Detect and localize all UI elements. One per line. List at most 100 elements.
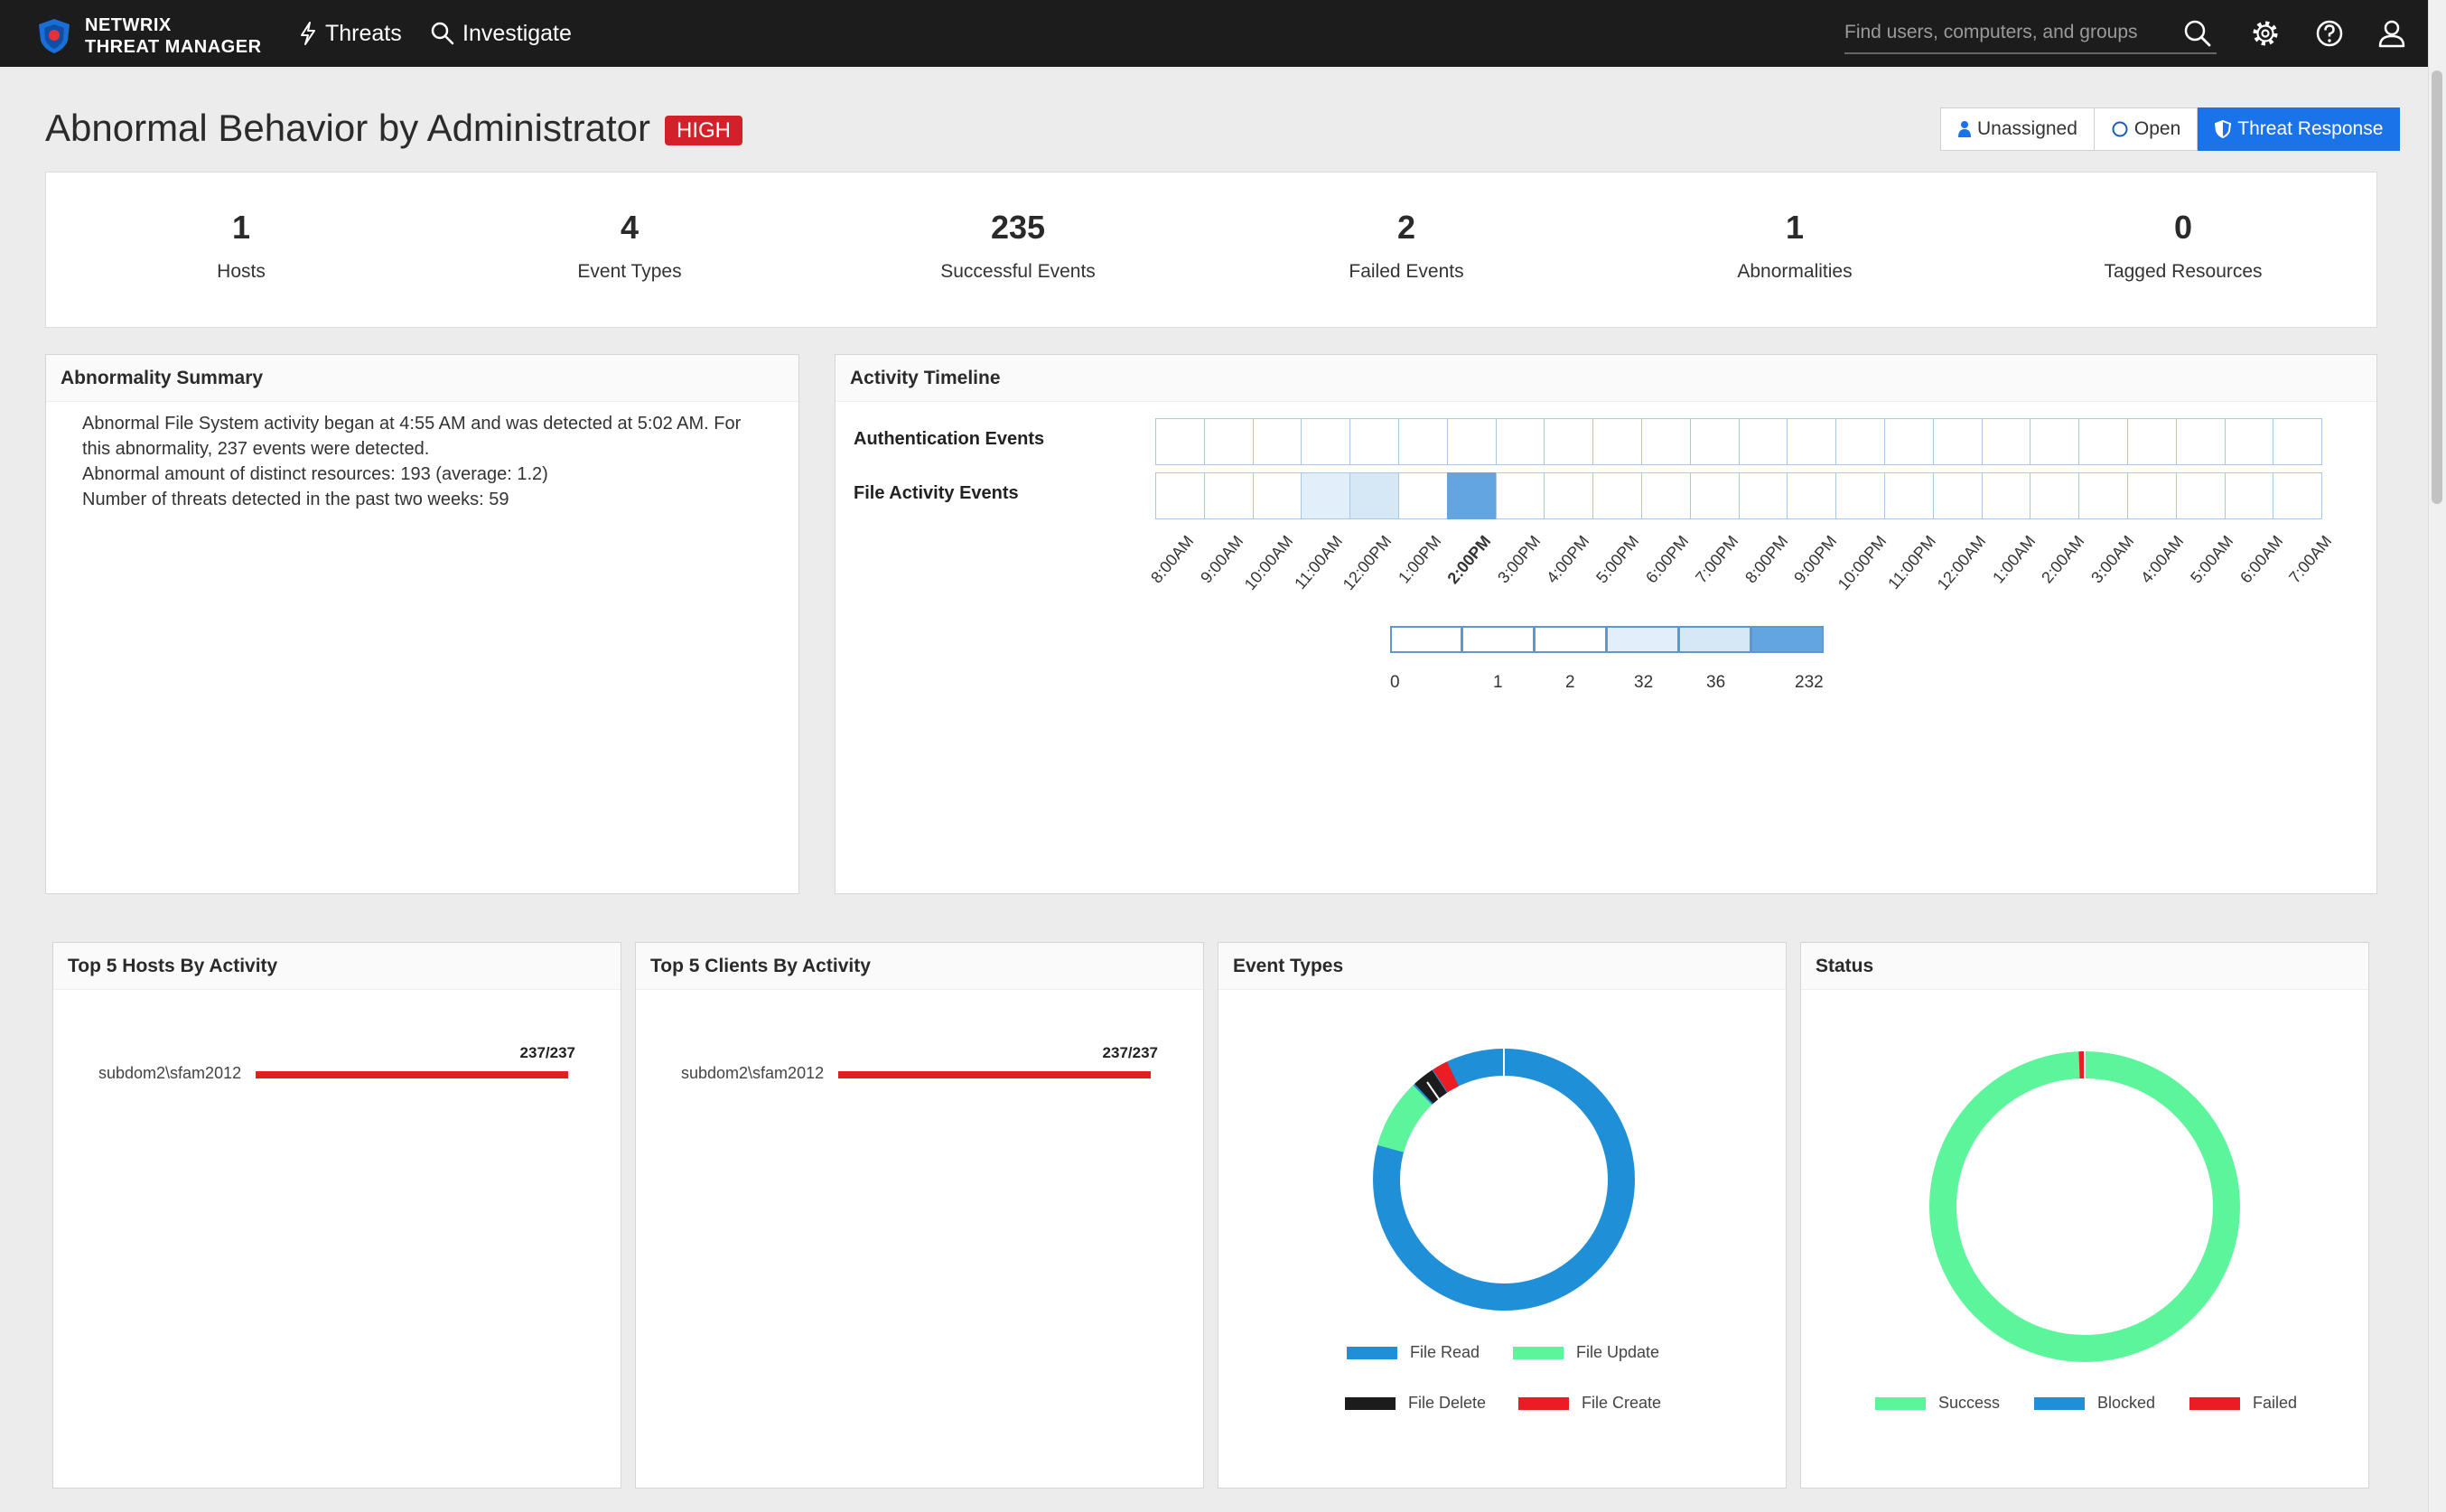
hour-tick-label: 4:00AM (2137, 532, 2188, 587)
event-types-donut-chart[interactable] (1368, 1044, 1639, 1315)
timeline-cell[interactable] (1738, 418, 1788, 465)
top-hosts-panel: Top 5 Hosts By Activity 237/237 subdom2\… (52, 942, 621, 1489)
legend-label: Failed (2253, 1394, 2298, 1412)
heat-legend-label: 1 (1493, 673, 1503, 692)
legend-file-update[interactable]: File Update (1513, 1343, 1659, 1362)
hour-tick-label: 1:00AM (1988, 532, 2039, 587)
timeline-cell[interactable] (1592, 472, 1642, 519)
search-icon (431, 22, 454, 45)
timeline-cell[interactable] (1397, 418, 1448, 465)
timeline-cell[interactable] (1932, 472, 1983, 519)
bolt-icon (301, 22, 315, 45)
status-donut-chart[interactable] (1922, 1044, 2247, 1369)
stat-hosts[interactable]: 1 Hosts (106, 209, 377, 283)
bar-label[interactable]: subdom2\sfam2012 (681, 1064, 825, 1082)
user-profile-icon[interactable] (2376, 18, 2407, 49)
timeline-cell[interactable] (1446, 418, 1497, 465)
timeline-cell[interactable] (1252, 418, 1302, 465)
activity-bar[interactable] (838, 1071, 1151, 1078)
timeline-cell[interactable] (2224, 472, 2274, 519)
legend-failed[interactable]: Failed (2189, 1394, 2297, 1413)
nav-investigate[interactable]: Investigate (430, 16, 572, 51)
success-slice[interactable] (1929, 1051, 2240, 1362)
heat-legend-label: 2 (1565, 673, 1575, 692)
timeline-cell[interactable] (1349, 472, 1399, 519)
timeline-cell[interactable] (2273, 418, 2323, 465)
search-input[interactable] (1844, 14, 2217, 51)
hour-tick-label: 11:00AM (1290, 532, 1346, 593)
nav-threats[interactable]: Threats (298, 16, 402, 51)
timeline-cell[interactable] (1787, 472, 1837, 519)
legend-file-read[interactable]: File Read (1347, 1343, 1480, 1362)
legend-file-delete[interactable]: File Delete (1345, 1394, 1486, 1413)
timeline-cell[interactable] (1640, 472, 1691, 519)
threat-response-button[interactable]: Threat Response (2198, 107, 2401, 151)
timeline-cell[interactable] (1252, 472, 1302, 519)
stat-failed-events[interactable]: 2 Failed Events (1271, 209, 1542, 283)
assign-button[interactable]: Unassigned (1940, 107, 2095, 151)
timeline-cell[interactable] (1155, 472, 1205, 519)
timeline-cell[interactable] (1640, 418, 1691, 465)
timeline-cell[interactable] (2126, 418, 2177, 465)
gear-icon[interactable] (2250, 18, 2281, 49)
timeline-cell[interactable] (2273, 472, 2323, 519)
status-button[interactable]: Open (2094, 107, 2199, 151)
legend-blocked[interactable]: Blocked (2034, 1394, 2155, 1413)
timeline-cell[interactable] (1544, 418, 1594, 465)
timeline-cell[interactable] (1835, 472, 1885, 519)
legend-file-create[interactable]: File Create (1518, 1394, 1661, 1413)
timeline-cell[interactable] (1981, 472, 2031, 519)
timeline-cell[interactable] (1301, 472, 1351, 519)
hour-tick-label: 10:00PM (1834, 532, 1891, 594)
timeline-cell[interactable] (1689, 418, 1740, 465)
timeline-cell[interactable] (1689, 472, 1740, 519)
bar-label[interactable]: subdom2\sfam2012 (98, 1064, 242, 1082)
panel-title: Top 5 Hosts By Activity (53, 943, 621, 990)
stat-successful-events[interactable]: 235 Successful Events (882, 209, 1153, 283)
timeline-cell[interactable] (1203, 472, 1254, 519)
timeline-cell[interactable] (1981, 418, 2031, 465)
legend-swatch (1347, 1346, 1397, 1359)
timeline-cell[interactable] (1883, 472, 1934, 519)
hour-tick-label: 12:00PM (1339, 532, 1396, 594)
activity-bar[interactable] (256, 1071, 568, 1078)
legend-success[interactable]: Success (1875, 1394, 2000, 1413)
timeline-cell[interactable] (1301, 418, 1351, 465)
timeline-cell[interactable] (2078, 472, 2128, 519)
timeline-cell[interactable] (1397, 472, 1448, 519)
timeline-cell[interactable] (1495, 418, 1545, 465)
status-label: Open (2133, 118, 2181, 139)
stat-label: Event Types (577, 261, 682, 282)
timeline-cell[interactable] (2175, 472, 2226, 519)
timeline-cell[interactable] (1495, 472, 1545, 519)
stat-tagged-resources[interactable]: 0 Tagged Resources (2048, 209, 2319, 283)
timeline-cell[interactable] (1738, 472, 1788, 519)
timeline-cell[interactable] (1835, 418, 1885, 465)
timeline-cell[interactable] (1592, 418, 1642, 465)
timeline-cell[interactable] (1932, 418, 1983, 465)
timeline-cell[interactable] (1787, 418, 1837, 465)
timeline-cell[interactable] (2126, 472, 2177, 519)
timeline-cell[interactable] (2224, 418, 2274, 465)
netwrix-logo[interactable]: NETWRIX THREAT MANAGER (34, 14, 262, 58)
heat-legend-swatch (1679, 626, 1751, 653)
timeline-cell[interactable] (2175, 418, 2226, 465)
search-icon[interactable] (2182, 18, 2213, 49)
hour-tick-label: 7:00AM (2285, 532, 2336, 587)
timeline-cell[interactable] (1544, 472, 1594, 519)
status-panel: Status Success Blocked Failed (1800, 942, 2369, 1489)
heat-legend-swatch (1462, 626, 1535, 653)
scrollbar-thumb[interactable] (2432, 70, 2442, 504)
timeline-cell[interactable] (2030, 472, 2080, 519)
timeline-cell[interactable] (1883, 418, 1934, 465)
stat-event-types[interactable]: 4 Event Types (494, 209, 765, 283)
help-icon[interactable] (2314, 18, 2345, 49)
stat-abnormalities[interactable]: 1 Abnormalities (1659, 209, 1930, 283)
timeline-cell[interactable] (1155, 418, 1205, 465)
timeline-cell[interactable] (1446, 472, 1497, 519)
summary-line: Abnormal amount of distinct resources: 1… (82, 464, 548, 484)
timeline-cell[interactable] (2078, 418, 2128, 465)
timeline-cell[interactable] (2030, 418, 2080, 465)
timeline-cell[interactable] (1349, 418, 1399, 465)
timeline-cell[interactable] (1203, 418, 1254, 465)
